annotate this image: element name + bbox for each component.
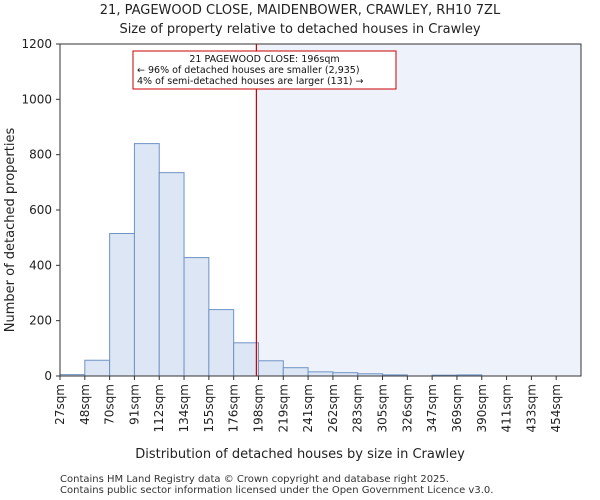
y-tick-label: 400 <box>29 258 52 272</box>
footer-line-1: Contains HM Land Registry data © Crown c… <box>60 474 449 485</box>
x-tick-label: 134sqm <box>177 384 191 432</box>
histogram-bar <box>282 367 309 377</box>
chart-title: 21, PAGEWOOD CLOSE, MAIDENBOWER, CRAWLEY… <box>100 3 501 18</box>
x-tick-label: 155sqm <box>202 384 216 432</box>
annotation-title: 21 PAGEWOOD CLOSE: 196sqm <box>189 54 339 65</box>
x-tick-label: 454sqm <box>549 384 563 432</box>
x-tick-label: 262sqm <box>326 384 340 432</box>
x-tick-label: 390sqm <box>475 384 489 432</box>
x-tick-label: 347sqm <box>425 384 439 432</box>
histogram-bar <box>133 143 160 377</box>
y-tick-label: 0 <box>44 369 52 383</box>
plot-area: 0 200 400 600 800 1000 1200 27sqm 48sqm 70sqm 91sq… <box>21 37 582 432</box>
x-axis-label: Distribution of detached houses by size … <box>135 447 465 462</box>
x-tick-label: 219sqm <box>276 384 290 432</box>
histogram-bar <box>257 360 284 377</box>
x-tick-label: 27sqm <box>53 384 67 425</box>
chart-subtitle: Size of property relative to detached ho… <box>119 22 480 37</box>
histogram-bar <box>233 342 259 377</box>
histogram-bar <box>183 257 210 377</box>
annotation-larger: 4% of semi-detached houses are larger (1… <box>137 76 364 87</box>
larger-region-highlight <box>256 44 581 376</box>
y-tick-label: 200 <box>29 314 52 328</box>
x-tick-label: 326sqm <box>400 384 414 432</box>
histogram-bar <box>208 309 235 377</box>
y-axis-label: Number of detached properties <box>3 128 18 333</box>
y-tick-label: 1200 <box>21 37 52 51</box>
annotation-smaller: ← 96% of detached houses are smaller (2,… <box>137 65 360 76</box>
x-tick-label: 283sqm <box>351 384 365 432</box>
x-tick-label: 305sqm <box>376 384 390 432</box>
x-tick-label: 48sqm <box>78 384 92 425</box>
y-tick-label: 600 <box>29 203 52 217</box>
annotation-box <box>132 50 397 90</box>
x-tick-label: 112sqm <box>152 384 166 432</box>
x-tick-label: 369sqm <box>450 384 464 432</box>
y-tick-label: 1000 <box>21 92 52 106</box>
x-tick-label: 241sqm <box>301 384 315 432</box>
x-tick-label: 176sqm <box>227 384 241 432</box>
histogram-bar <box>307 371 334 377</box>
histogram-bar <box>158 172 185 377</box>
x-tick-label: 411sqm <box>500 384 514 432</box>
footer-line-2: Contains public sector information licen… <box>60 485 493 496</box>
histogram-bar <box>84 359 111 377</box>
histogram-bar <box>109 233 135 377</box>
x-tick-label: 70sqm <box>103 384 117 425</box>
x-tick-label: 91sqm <box>127 384 141 425</box>
x-tick-label: 433sqm <box>524 384 538 432</box>
y-tick-label: 800 <box>29 148 52 162</box>
x-tick-label: 198sqm <box>251 384 265 432</box>
